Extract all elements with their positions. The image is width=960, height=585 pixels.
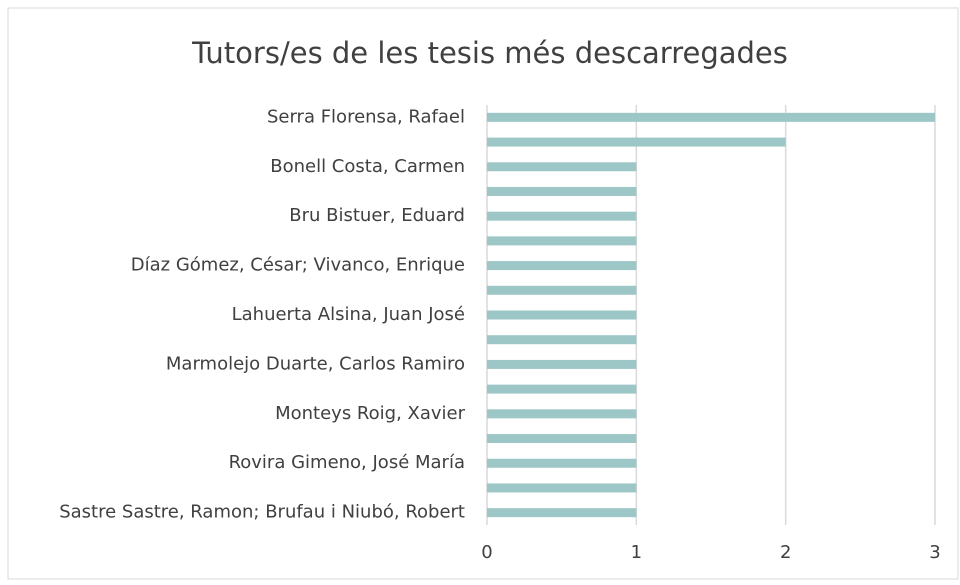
x-tick-label: 2 <box>780 542 791 563</box>
chart-border <box>7 7 959 580</box>
bar <box>487 434 637 444</box>
bar <box>487 409 637 419</box>
x-tick-label: 0 <box>481 542 492 563</box>
bar <box>487 261 637 271</box>
bar <box>487 112 935 122</box>
y-tick-label: Sastre Sastre, Ramon; Brufau i Niubó, Ro… <box>59 502 465 523</box>
bar <box>487 137 786 147</box>
y-tick-label: Bru Bistuer, Eduard <box>289 205 465 226</box>
bar <box>487 285 637 295</box>
bar <box>487 335 637 345</box>
bar <box>487 359 637 369</box>
chart-title: Tutors/es de les tesis més descarregades <box>191 36 788 70</box>
x-tick-label: 1 <box>631 542 642 563</box>
bar <box>487 384 637 394</box>
y-tick-label: Bonell Costa, Carmen <box>270 156 465 177</box>
y-tick-label: Serra Florensa, Rafael <box>267 106 465 127</box>
bar <box>487 211 637 221</box>
y-tick-label: Díaz Gómez, César; Vivanco, Enrique <box>131 255 465 276</box>
bar <box>487 508 637 518</box>
bar <box>487 483 637 493</box>
y-tick-label: Marmolejo Duarte, Carlos Ramiro <box>166 353 465 374</box>
x-tick-label: 3 <box>929 542 940 563</box>
y-tick-label: Lahuerta Alsina, Juan José <box>232 304 465 325</box>
y-tick-label: Monteys Roig, Xavier <box>275 403 466 424</box>
bar <box>487 186 637 196</box>
bar <box>487 458 637 468</box>
bar <box>487 236 637 246</box>
bar <box>487 310 637 320</box>
bar <box>487 162 637 172</box>
y-tick-label: Rovira Gimeno, José María <box>229 452 465 473</box>
